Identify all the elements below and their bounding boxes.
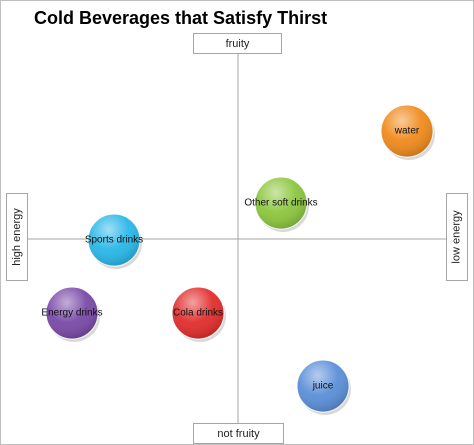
axis-label-top: fruity (193, 33, 282, 54)
axis-label-right: low energy (446, 193, 468, 281)
bubble-group (45, 104, 435, 415)
bubble-shine-sports-drinks (88, 214, 140, 266)
bubble-shine-energy-drinks (46, 287, 98, 339)
bubble-shine-cola-drinks (172, 287, 224, 339)
axis-label-left: high energy (6, 193, 28, 281)
bubble-shine-water (381, 105, 433, 157)
diagram-title: Cold Beverages that Satisfy Thirst (34, 8, 328, 28)
bubble-shine-other-soft-drinks (255, 177, 307, 229)
bubble-shine-juice (297, 360, 349, 412)
axis-label-bottom: not fruity (193, 423, 284, 444)
